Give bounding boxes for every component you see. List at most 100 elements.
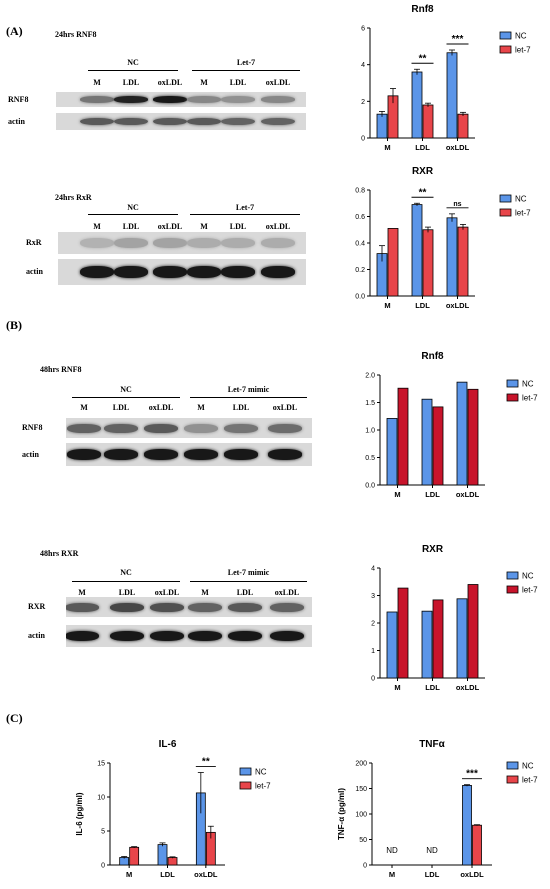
blot-lane-label: M bbox=[78, 588, 86, 597]
blot-lane-label: M bbox=[197, 403, 205, 412]
y-tick-label: 10 bbox=[97, 795, 105, 802]
x-tick-label: LDL bbox=[425, 490, 440, 499]
bar-nc-oxldl bbox=[462, 785, 472, 866]
legend-swatch bbox=[506, 379, 519, 388]
blot-band bbox=[153, 266, 187, 278]
blot-strip bbox=[66, 597, 312, 617]
blot-lane-label: LDL bbox=[229, 78, 247, 87]
blot-lane-label: oxLDL bbox=[157, 78, 183, 87]
chart-title: RXR bbox=[422, 544, 444, 555]
blot-group-label: NC bbox=[120, 568, 132, 577]
blot-group-label: NC bbox=[127, 203, 139, 212]
legend-swatch bbox=[499, 208, 512, 217]
blot-band bbox=[150, 631, 184, 641]
blot-lane-label: oxLDL bbox=[148, 403, 174, 412]
y-tick-label: 0.4 bbox=[355, 241, 365, 248]
blot-group-line bbox=[192, 70, 300, 71]
significance-label: ** bbox=[419, 187, 427, 198]
chart-title: IL-6 bbox=[159, 739, 177, 750]
blot-band bbox=[114, 96, 148, 103]
chart-title: Rnf8 bbox=[421, 351, 444, 362]
legend-label: NC bbox=[522, 762, 534, 771]
bar-nc-ldl bbox=[421, 610, 433, 679]
legend-swatch bbox=[506, 775, 519, 784]
blot-band bbox=[80, 238, 114, 248]
blot-group-line bbox=[72, 397, 180, 398]
blot-group-label: Let-7 bbox=[236, 58, 256, 67]
blot-band bbox=[224, 449, 258, 460]
x-tick-label: M bbox=[126, 870, 132, 879]
x-tick-label: oxLDL bbox=[446, 301, 470, 310]
legend-swatch bbox=[239, 781, 252, 790]
blot-row-label: RNF8 bbox=[8, 94, 29, 104]
blot-band bbox=[67, 423, 101, 433]
y-tick-label: 5 bbox=[101, 829, 105, 836]
blot-band bbox=[114, 266, 148, 278]
x-tick-label: M bbox=[384, 301, 390, 310]
blot-title: 24hrs RNF8 bbox=[55, 30, 97, 39]
blot-row-label: actin bbox=[22, 449, 39, 459]
blot-band bbox=[228, 602, 262, 612]
blot-band bbox=[270, 631, 304, 641]
x-tick-label: LDL bbox=[415, 301, 430, 310]
blot-band bbox=[80, 266, 114, 278]
chart-title: TNFα bbox=[419, 739, 445, 750]
x-tick-label: LDL bbox=[425, 870, 440, 879]
x-tick-label: M bbox=[394, 683, 400, 692]
blot-band bbox=[188, 602, 222, 612]
bar-nc-ldl bbox=[421, 398, 433, 486]
blot-band bbox=[268, 449, 302, 460]
blot-strip bbox=[58, 232, 306, 254]
blot-lane-label: M bbox=[200, 222, 208, 231]
panel-label-a: (A) bbox=[6, 24, 23, 38]
blot-title: 48hrs RNF8 bbox=[40, 365, 82, 374]
blot-band bbox=[184, 423, 218, 433]
legend-swatch bbox=[499, 45, 512, 54]
blot-lane-label: M bbox=[201, 588, 209, 597]
blot-band bbox=[187, 238, 221, 248]
blot-row-label: actin bbox=[26, 267, 43, 276]
blot-band bbox=[80, 117, 114, 126]
blot-lane-label: M bbox=[93, 78, 101, 87]
legend-label: NC bbox=[515, 195, 527, 204]
blot-band bbox=[150, 602, 184, 612]
blot-band bbox=[187, 96, 221, 103]
legend-label: let-7 bbox=[522, 394, 538, 403]
blot-band bbox=[261, 117, 295, 126]
blot-band bbox=[153, 117, 187, 126]
legend-label: NC bbox=[522, 572, 534, 581]
blot-lane-label: oxLDL bbox=[157, 222, 183, 231]
legend-swatch bbox=[499, 31, 512, 40]
blot-lane-label: LDL bbox=[122, 222, 140, 231]
blot-lane-label: M bbox=[93, 222, 101, 231]
x-tick-label: LDL bbox=[425, 683, 440, 692]
bar-let7-oxldl bbox=[467, 584, 479, 679]
blot-group-line bbox=[190, 581, 307, 582]
chart-title: RXR bbox=[412, 166, 434, 177]
bar-let7-ldl bbox=[432, 599, 444, 679]
y-tick-label: 3 bbox=[371, 593, 375, 600]
blot-group-label: Let-7 bbox=[235, 203, 255, 212]
blot-lane-label: M bbox=[80, 403, 88, 412]
legend-label: let-7 bbox=[515, 209, 531, 218]
legend-swatch bbox=[506, 761, 519, 770]
bar-let7-oxldl bbox=[472, 824, 482, 866]
bar-let7-ldl bbox=[432, 406, 444, 486]
blot-lane-label: oxLDL bbox=[265, 222, 291, 231]
blot-band bbox=[153, 96, 187, 103]
blot-strip bbox=[66, 418, 312, 438]
blot-band bbox=[110, 602, 144, 612]
blot-band bbox=[228, 631, 262, 641]
blot-group-line bbox=[88, 70, 178, 71]
x-tick-label: M bbox=[384, 143, 390, 152]
blot-band bbox=[144, 423, 178, 433]
blot-band bbox=[187, 266, 221, 278]
blot-strip bbox=[56, 113, 306, 130]
y-tick-label: 2 bbox=[371, 621, 375, 628]
y-tick-label: 4 bbox=[371, 566, 375, 573]
significance-label: *** bbox=[452, 34, 464, 45]
